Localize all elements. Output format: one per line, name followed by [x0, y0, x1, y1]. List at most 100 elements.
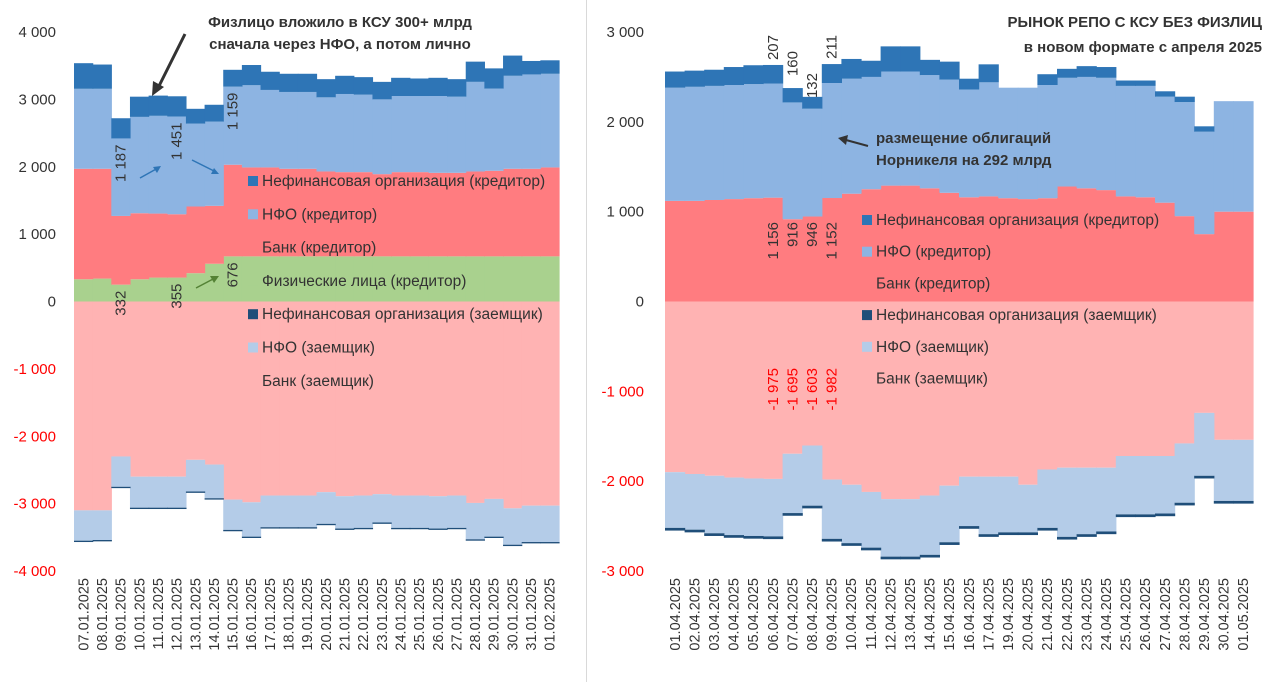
bar-segment-нефинансовая-организация-кредитор — [841, 58, 862, 79]
bar-segment-банк-кредитор — [704, 199, 725, 302]
bar-segment-нфо-кредитор — [1115, 85, 1136, 197]
x-tick-label: 11.04.2025 — [864, 578, 880, 650]
bar-segment-нфо-заемщик — [465, 502, 485, 540]
data-label: 946 — [804, 222, 821, 247]
bar-segment-физические-лица-кредитор — [409, 256, 430, 302]
bar-segment-банк-заемщик — [1115, 301, 1136, 457]
bar-segment-банк-заемщик — [260, 301, 280, 496]
bar-segment-нфо-заемщик — [841, 484, 862, 544]
bar-segment-банк-кредитор — [1057, 186, 1078, 302]
bar-segment-нефинансовая-организация-заемщик — [782, 513, 803, 516]
bar-segment-нефинансовая-организация-заемщик — [998, 532, 1019, 536]
x-tick-label: 19.01.2025 — [300, 578, 316, 651]
x-tick-label: 16.01.2025 — [244, 578, 260, 651]
bar-segment-нфо-кредитор — [92, 88, 112, 169]
bar-segment-банк-заемщик — [861, 301, 882, 492]
legend-entry: НФО (кредитор) — [262, 206, 377, 223]
bar-segment-банк-кредитор — [1076, 188, 1097, 302]
legend-swatch — [248, 242, 258, 253]
bar-segment-банк-кредитор — [1037, 198, 1058, 302]
annotation-line2: Норникеля на 292 млрд — [876, 152, 1052, 169]
bar-segment-нефинансовая-организация-кредитор — [465, 61, 485, 82]
bar-segment-нефинансовая-организация-кредитор — [1096, 67, 1117, 78]
bar-segment-нефинансовая-организация-заемщик — [1213, 500, 1234, 504]
bar-segment-нефинансовая-организация-кредитор — [279, 73, 299, 92]
x-tick-label: 16.04.2025 — [962, 578, 978, 651]
data-label: 332 — [113, 291, 130, 316]
x-tick-label: 07.04.2025 — [785, 578, 801, 651]
bar-segment-физические-лица-кредитор — [185, 273, 206, 302]
data-label: 1 451 — [169, 123, 186, 161]
bar-segment-нфо-заемщик — [1076, 467, 1097, 535]
bar-segment-нфо-заемщик — [1057, 467, 1078, 537]
bar-segment-нфо-заемщик — [723, 477, 744, 536]
left-chart: 4 000 3 000 2 000 1 000 0 -1 000 -2 000 -3 000 -… — [13, 14, 560, 651]
bar-segment-нфо-заемщик — [802, 445, 823, 506]
bar-segment-банк-заемщик — [148, 301, 168, 477]
bar-segment-банк-заемщик — [223, 301, 243, 500]
bar-segment-нефинансовая-организация-заемщик — [223, 529, 243, 532]
bar-segment-физические-лица-кредитор — [297, 256, 318, 302]
x-tick-label: 13.01.2025 — [188, 578, 204, 651]
bar-segment-банк-заемщик — [241, 301, 262, 503]
legend-swatch — [862, 310, 872, 321]
bar-segment-нфо-кредитор — [919, 75, 940, 189]
bar-segment-нфо-кредитор — [900, 71, 921, 186]
bar-segment-нфо-кредитор — [743, 84, 764, 199]
bar-segment-нфо-кредитор — [1233, 101, 1254, 212]
bar-segment-нфо-заемщик — [821, 479, 842, 539]
x-tick-label: 12.01.2025 — [170, 578, 186, 651]
chart-title-line1: РЫНОК РЕПО С КСУ БЕЗ ФИЗЛИЦ — [1008, 14, 1262, 31]
bar-segment-нефинансовая-организация-заемщик — [821, 538, 842, 542]
bar-segment-нфо-заемщик — [1233, 439, 1254, 501]
bar-segment-нефинансовая-организация-кредитор — [1174, 96, 1195, 103]
bar-segment-банк-заемщик — [1037, 301, 1058, 470]
bar-segment-банк-заемщик — [111, 301, 131, 457]
bar-segment-нфо-заемщик — [684, 473, 705, 530]
bar-segment-нфо-кредитор — [409, 96, 430, 173]
bar-segment-нефинансовая-организация-заемщик — [521, 542, 541, 544]
bar-segment-нфо-заемщик — [1096, 467, 1117, 532]
bar-segment-банк-заемщик — [185, 301, 206, 460]
bar-segment-нефинансовая-организация-кредитор — [782, 88, 803, 103]
annotation-arrowhead — [838, 135, 848, 145]
bar-segment-банк-кредитор — [1017, 199, 1038, 302]
bar-segment-банк-заемщик — [723, 301, 744, 478]
bar-segment-нфо-кредитор — [503, 75, 523, 169]
bar-segment-банк-кредитор — [1233, 211, 1254, 302]
bar-segment-банк-заемщик — [1017, 301, 1038, 485]
legend-entry: НФО (кредитор) — [876, 244, 991, 261]
bar-segment-банк-заемщик — [704, 301, 725, 476]
bar-segment-физические-лица-кредитор — [279, 256, 299, 302]
x-tick-label: 14.04.2025 — [923, 578, 939, 651]
x-tick-label: 11.01.2025 — [151, 578, 167, 650]
legend-swatch — [862, 278, 872, 289]
bar-segment-нфо-кредитор — [1194, 131, 1215, 235]
bar-segment-нефинансовая-организация-кредитор — [484, 68, 504, 89]
y-tick-label: -2 000 — [601, 473, 644, 490]
bar-segment-нфо-заемщик — [391, 495, 411, 528]
legend-swatch — [248, 275, 258, 286]
bar-segment-банк-кредитор — [802, 216, 823, 302]
bar-segment-банк-кредитор — [353, 172, 374, 257]
x-tick-label: 17.01.2025 — [263, 578, 279, 651]
bar-segment-нефинансовая-организация-заемщик — [900, 556, 921, 560]
bar-segment-нефинансовая-организация-кредитор — [503, 55, 523, 76]
bar-segment-нефинансовая-организация-кредитор — [1135, 80, 1156, 86]
bar-segment-нефинансовая-организация-кредитор — [1155, 91, 1176, 97]
bar-segment-физические-лица-кредитор — [148, 277, 168, 302]
bar-segment-нфо-кредитор — [1096, 77, 1117, 191]
bar-segment-банк-заемщик — [665, 301, 686, 473]
bar-segment-нфо-кредитор — [959, 89, 980, 198]
x-tick-label: 01.04.2025 — [668, 578, 684, 651]
bar-segment-нефинансовая-организация-кредитор — [428, 77, 448, 96]
bar-segment-физические-лица-кредитор — [223, 256, 243, 302]
bar-segment-банк-кредитор — [821, 198, 842, 302]
x-tick-label: 02.04.2025 — [687, 578, 703, 651]
bar-segment-нефинансовая-организация-заемщик — [372, 522, 392, 524]
flow-arrowhead — [153, 166, 161, 173]
bar-segment-нефинансовая-организация-заемщик — [939, 542, 960, 545]
bar-segment-нфо-заемщик — [1174, 443, 1195, 503]
bar-segment-нфо-кредитор — [74, 88, 94, 169]
bar-segment-нфо-кредитор — [978, 82, 999, 197]
